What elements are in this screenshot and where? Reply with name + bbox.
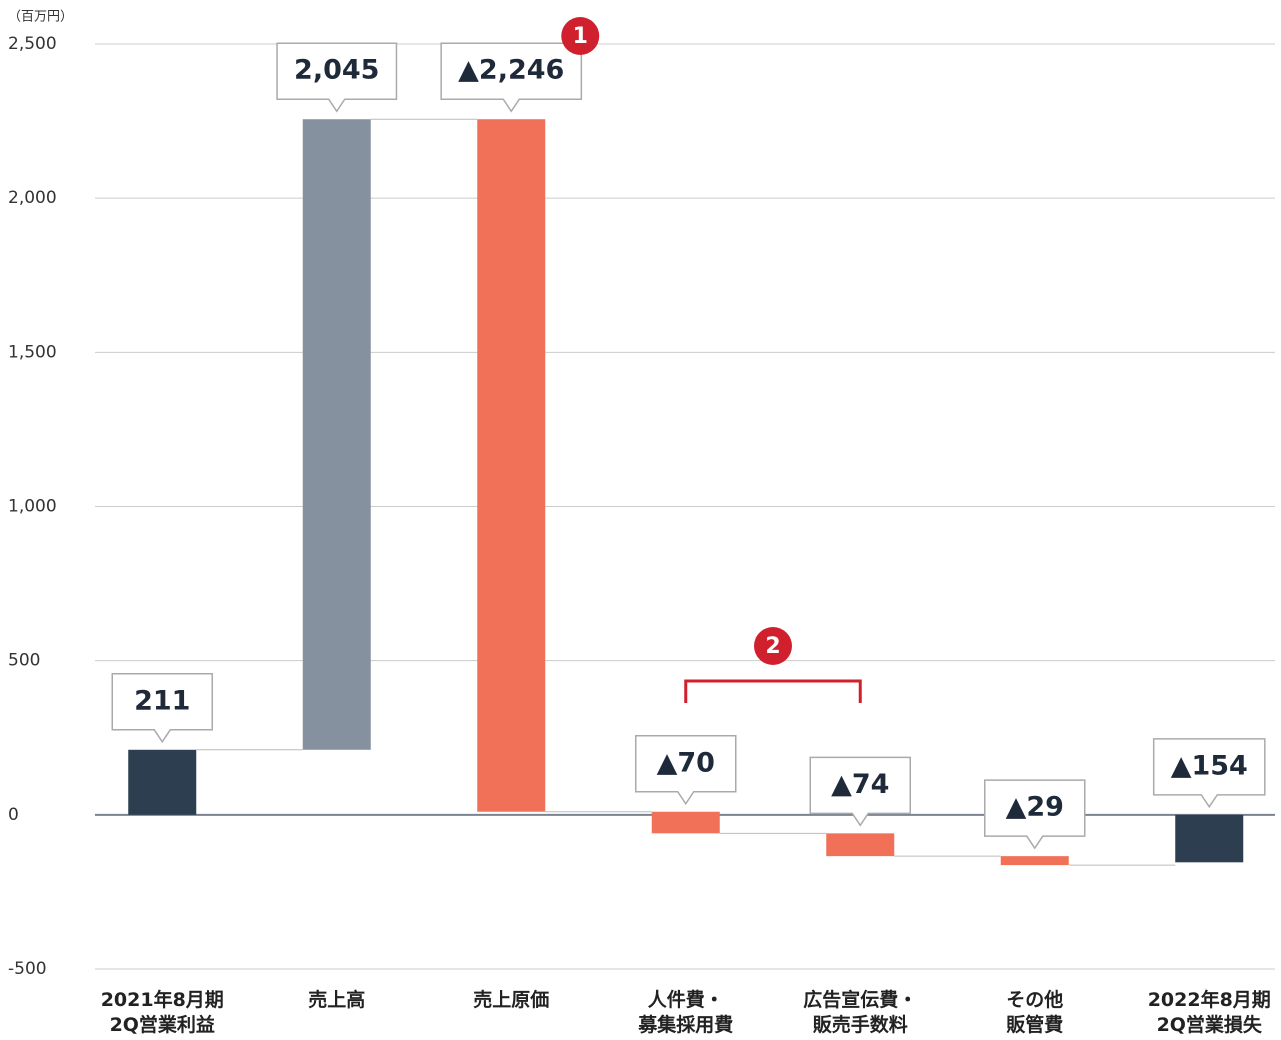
callout-box [1152,738,1266,809]
value-callout: ▲29 [984,779,1086,850]
y-tick-label: 2,000 [8,188,57,208]
bar [1175,814,1244,863]
bar [477,119,546,812]
annotation-marker [561,17,600,55]
callout-box [276,42,398,113]
value-callout: ▲154 [1152,738,1266,809]
y-tick-label: 1,500 [8,342,57,362]
annotation-marker [754,627,792,665]
annotation-bracket [684,679,862,703]
annotation-label: 1 [573,24,588,49]
bar [1000,856,1069,866]
value-label: ▲154 [1171,750,1248,781]
x-tick-label: 売上高 [308,989,366,1011]
value-callout: ▲70 [635,735,737,806]
value-callout: ▲2,246 [440,42,583,113]
x-tick-label: その他 販管費 [1006,989,1064,1036]
bar [128,749,197,815]
y-tick-label: 2,500 [8,34,57,54]
x-tick-label: 売上原価 [473,989,550,1011]
y-tick-label: 1,000 [8,497,57,517]
value-callout: ▲74 [809,756,911,827]
value-label: ▲2,246 [458,55,564,86]
value-label: ▲29 [1006,792,1064,823]
value-label: ▲70 [657,747,715,778]
callout-box [809,756,911,827]
x-tick-label: 2021年8月期 2Q営業利益 [100,989,224,1036]
y-tick-label: 500 [8,651,40,671]
x-tick-label: 広告宣伝費・ 販売手数料 [803,989,918,1036]
bar [651,811,720,834]
x-tick-label: 人件費・ 募集採用費 [638,989,734,1036]
annotation-label: 2 [765,634,780,659]
bar [302,119,371,750]
value-callout: 211 [111,673,213,744]
callout-box [111,673,213,744]
callout-box [984,779,1086,850]
value-callout: 2,045 [276,42,398,113]
callout-box [635,735,737,806]
bar [826,833,895,857]
y-tick-label: -500 [8,959,47,979]
value-label: 2,045 [294,55,379,86]
value-label: 211 [134,685,190,716]
y-tick-label: 0 [8,805,19,825]
y-axis-label: （百万円） [8,10,73,25]
x-tick-label: 2022年8月期 2Q営業損失 [1147,989,1271,1036]
value-label: ▲74 [831,769,889,800]
